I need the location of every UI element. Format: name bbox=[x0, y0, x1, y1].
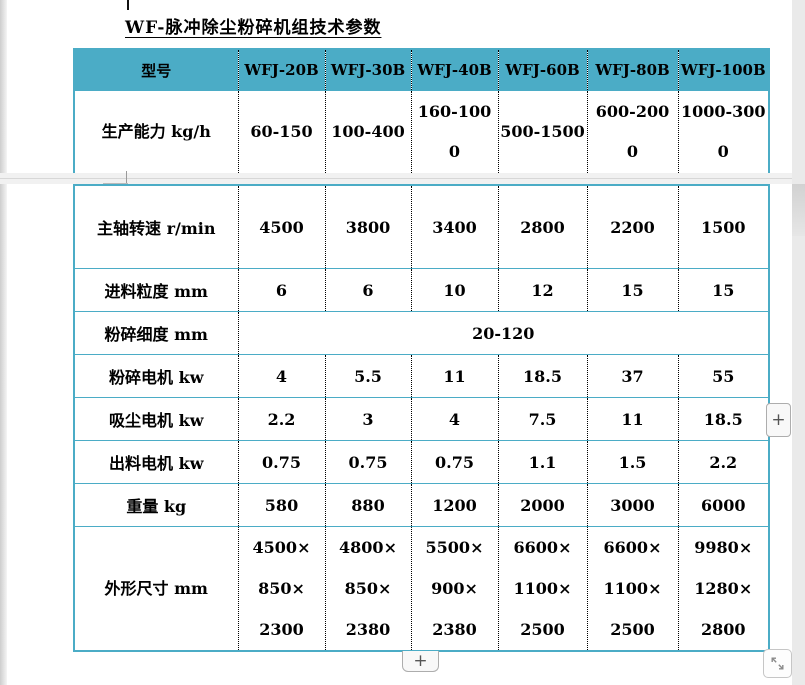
table-cell[interactable]: 6600× 1100× 2500 bbox=[586, 526, 678, 651]
header-model-label[interactable]: 型号 bbox=[74, 49, 238, 91]
table-cell[interactable]: 15 bbox=[677, 268, 769, 312]
page-edge-shadow bbox=[0, 0, 7, 685]
header-model[interactable]: WFJ-100B bbox=[677, 49, 769, 91]
table-cell[interactable]: 3400 bbox=[410, 185, 498, 269]
table-cell[interactable]: 60-150 bbox=[237, 90, 325, 174]
table-cell[interactable]: 0.75 bbox=[410, 440, 498, 484]
table-cell[interactable]: 2200 bbox=[586, 185, 678, 269]
table-cell[interactable]: 11 bbox=[410, 354, 498, 398]
header-model[interactable]: WFJ-80B bbox=[586, 49, 678, 91]
row-label[interactable]: 主轴转速 r/min bbox=[97, 219, 216, 238]
table-cell[interactable]: 5500× 900× 2380 bbox=[410, 526, 498, 651]
table-cell[interactable]: 4500× 850× 2300 bbox=[237, 526, 325, 651]
table-cell[interactable]: 55 bbox=[677, 354, 769, 398]
scrollbar-track[interactable] bbox=[792, 0, 805, 685]
table-cell[interactable]: 4500 bbox=[237, 185, 325, 269]
table-cell[interactable]: 0.75 bbox=[237, 440, 325, 484]
table-cell[interactable]: 5.5 bbox=[324, 354, 411, 398]
header-model[interactable]: WFJ-40B bbox=[410, 49, 498, 91]
merged-cell[interactable]: 20-120 bbox=[237, 311, 769, 355]
table-cell[interactable]: 4800× 850× 2380 bbox=[324, 526, 411, 651]
table-cell[interactable]: 18.5 bbox=[677, 397, 769, 441]
table-cell[interactable]: 2800 bbox=[497, 185, 587, 269]
row-label[interactable]: 吸尘电机 kw bbox=[74, 397, 238, 441]
table-cell[interactable]: 500-1500 bbox=[497, 90, 587, 174]
table-cell[interactable]: 2000 bbox=[497, 483, 587, 527]
table-cell[interactable]: 6600× 1100× 2500 bbox=[497, 526, 587, 651]
table-cell[interactable]: 3800 bbox=[324, 185, 411, 269]
table-cell[interactable]: 880 bbox=[324, 483, 411, 527]
table-cell[interactable]: 11 bbox=[586, 397, 678, 441]
table-cell[interactable]: 4 bbox=[237, 354, 325, 398]
table-header-row: 型号 WFJ-20B WFJ-30B WFJ-40B WFJ-60B WFJ-8… bbox=[74, 49, 769, 91]
table-cell[interactable]: 1000-300 0 bbox=[677, 90, 769, 174]
table-cell[interactable]: 10 bbox=[410, 268, 498, 312]
table-row: 进料粒度 mm 6 6 10 12 15 15 bbox=[74, 268, 769, 312]
table-cell[interactable]: 7.5 bbox=[497, 397, 587, 441]
table-cell[interactable]: 6 bbox=[324, 268, 411, 312]
header-model[interactable]: WFJ-60B bbox=[497, 49, 587, 91]
header-model[interactable]: WFJ-30B bbox=[324, 49, 411, 91]
header-model[interactable]: WFJ-20B bbox=[237, 49, 325, 91]
row-label[interactable]: 进料粒度 mm bbox=[74, 268, 238, 312]
page-split-line bbox=[0, 178, 792, 179]
table-cell[interactable]: 9980× 1280× 2800 bbox=[677, 526, 769, 651]
resize-arrows-icon bbox=[769, 655, 786, 672]
table-cell[interactable]: 3 bbox=[324, 397, 411, 441]
table-cell[interactable]: 580 bbox=[237, 483, 325, 527]
table-cell[interactable]: 4 bbox=[410, 397, 498, 441]
table-cell[interactable]: 1500 bbox=[677, 185, 769, 269]
table-cell[interactable]: 6 bbox=[237, 268, 325, 312]
scrollbar-thumb[interactable] bbox=[792, 184, 805, 236]
table-row: 粉碎电机 kw 4 5.5 11 18.5 37 55 bbox=[74, 354, 769, 398]
table-cell[interactable]: 1200 bbox=[410, 483, 498, 527]
table-cell[interactable]: 160-100 0 bbox=[410, 90, 498, 174]
table-cell[interactable]: 600-200 0 bbox=[586, 90, 678, 174]
row-label[interactable]: 粉碎细度 mm bbox=[74, 311, 238, 355]
table-cell[interactable]: 0.75 bbox=[324, 440, 411, 484]
table-cell[interactable]: 1.5 bbox=[586, 440, 678, 484]
add-row-button[interactable]: + bbox=[402, 651, 439, 672]
table-row: 粉碎细度 mm 20-120 bbox=[74, 311, 769, 355]
table-cell[interactable]: 3000 bbox=[586, 483, 678, 527]
table-row: 吸尘电机 kw 2.2 3 4 7.5 11 18.5 bbox=[74, 397, 769, 441]
table-resize-button[interactable] bbox=[763, 649, 792, 678]
table-cell[interactable]: 12 bbox=[497, 268, 587, 312]
table-row: 主轴转速 r/min 4500 3800 3400 2800 2200 1500 bbox=[74, 185, 769, 269]
table-cell[interactable]: 18.5 bbox=[497, 354, 587, 398]
table-row: 生产能力 kg/h 60-150 100-400 160-100 0 500-15… bbox=[74, 90, 769, 174]
table-row: 出料电机 kw 0.75 0.75 0.75 1.1 1.5 2.2 bbox=[74, 440, 769, 484]
table-cell[interactable]: 2.2 bbox=[237, 397, 325, 441]
text-caret bbox=[127, 0, 129, 10]
table-cell[interactable]: 37 bbox=[586, 354, 678, 398]
table-row: 外形尺寸 mm 4500× 850× 2300 4800× 850× 2380 5500… bbox=[74, 526, 769, 651]
table-split-handle[interactable] bbox=[126, 171, 127, 184]
table-row: 重量 kg 580 880 1200 2000 3000 6000 bbox=[74, 483, 769, 527]
doc-title[interactable]: WF-脉冲除尘粉碎机组技术参数 bbox=[125, 18, 382, 38]
table-cell[interactable]: 6000 bbox=[677, 483, 769, 527]
row-label[interactable]: 外形尺寸 mm bbox=[74, 526, 238, 651]
parameters-table-bottom: 主轴转速 r/min 4500 3800 3400 2800 2200 1500… bbox=[73, 184, 770, 652]
table-cell[interactable]: 1.1 bbox=[497, 440, 587, 484]
row-label[interactable]: 粉碎电机 kw bbox=[74, 354, 238, 398]
row-label[interactable]: 重量 kg bbox=[74, 483, 238, 527]
row-label[interactable]: 出料电机 kw bbox=[74, 440, 238, 484]
row-label[interactable]: 生产能力 kg/h bbox=[74, 90, 238, 174]
expand-column-button[interactable]: + bbox=[766, 403, 791, 437]
table-cell[interactable]: 100-400 bbox=[324, 90, 411, 174]
table-cell[interactable]: 2.2 bbox=[677, 440, 769, 484]
parameters-table-top: 型号 WFJ-20B WFJ-30B WFJ-40B WFJ-60B WFJ-8… bbox=[73, 48, 770, 175]
table-cell[interactable]: 15 bbox=[586, 268, 678, 312]
